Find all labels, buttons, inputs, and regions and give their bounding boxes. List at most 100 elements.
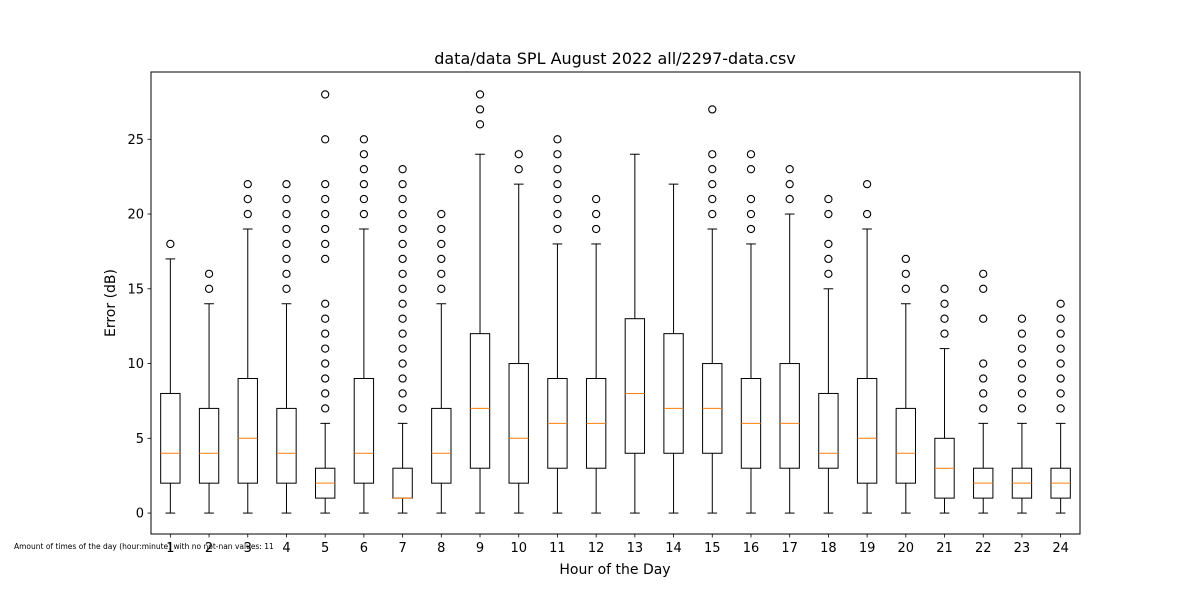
axes-frame — [150, 71, 1081, 535]
y-tick-label: 10 — [127, 357, 144, 372]
outlier-point — [282, 239, 291, 249]
x-tick-label: 20 — [898, 541, 915, 556]
outlier-point — [708, 209, 717, 219]
x-tick-label: 3 — [244, 541, 252, 556]
x-tick-label: 10 — [510, 541, 527, 556]
outlier-point — [1056, 404, 1065, 413]
iqr-box — [508, 363, 529, 484]
box-group-hour-3: 3 — [237, 179, 258, 556]
outlier-point — [243, 194, 252, 204]
outlier-point — [282, 224, 291, 234]
outlier-point — [321, 314, 330, 323]
outlier-point — [204, 269, 214, 278]
x-tick-label: 1 — [166, 541, 174, 556]
outlier-point — [359, 150, 369, 159]
y-tick-label: 15 — [127, 282, 144, 297]
outlier-point — [282, 194, 291, 204]
outlier-point — [901, 254, 910, 264]
outlier-point — [398, 269, 407, 278]
chart-title: data/data SPL August 2022 all/2297-data.… — [434, 49, 796, 68]
outlier-point — [824, 269, 833, 278]
outlier-point — [940, 314, 949, 323]
outlier-point — [321, 389, 330, 398]
outlier-point — [398, 389, 407, 398]
outlier-point — [553, 224, 562, 234]
outlier-point — [553, 150, 562, 159]
box-group-hour-21: 21 — [934, 284, 955, 556]
outlier-point — [359, 165, 369, 174]
outlier-point — [553, 209, 562, 219]
box-group-hour-4: 4 — [276, 179, 297, 556]
outlier-point — [321, 239, 330, 249]
outlier-point — [321, 299, 330, 308]
outlier-point — [785, 194, 794, 204]
outlier-point — [398, 179, 407, 189]
x-tick-label: 19 — [859, 541, 876, 556]
outlier-point — [1017, 329, 1027, 338]
outlier-point — [514, 165, 523, 174]
outlier-point — [282, 284, 291, 293]
iqr-box — [624, 318, 646, 454]
y-tick-label: 25 — [127, 133, 144, 148]
outlier-point — [359, 179, 369, 189]
outlier-point — [359, 194, 369, 204]
x-tick-label: 13 — [627, 541, 644, 556]
outlier-point — [591, 209, 601, 219]
outlier-point — [1017, 344, 1027, 353]
iqr-box — [353, 378, 375, 484]
outlier-point — [746, 150, 756, 159]
y-axis-label: Error (dB) — [103, 269, 119, 337]
outlier-point — [708, 194, 717, 204]
outlier-point — [1017, 404, 1027, 413]
outlier-point — [708, 179, 717, 189]
iqr-box — [895, 407, 916, 484]
outlier-point — [553, 165, 562, 174]
box-group-hour-7: 7 — [392, 165, 413, 556]
box-group-hour-12: 12 — [585, 194, 607, 556]
iqr-box — [160, 392, 181, 484]
outlier-point — [243, 209, 252, 219]
outlier-point — [979, 269, 988, 278]
outlier-point — [979, 404, 988, 413]
box-group-hour-23: 23 — [1011, 314, 1033, 556]
x-tick-label: 12 — [588, 541, 605, 556]
outlier-point — [398, 194, 407, 204]
outlier-point — [321, 359, 330, 368]
outlier-point — [940, 299, 949, 308]
x-axis-label: Hour of the Day — [559, 562, 670, 578]
y-tick-label: 5 — [136, 432, 144, 447]
iqr-box — [856, 378, 878, 484]
outlier-point — [708, 105, 717, 114]
outlier-point — [475, 90, 485, 99]
outlier-point — [321, 224, 330, 234]
outlier-point — [398, 239, 407, 249]
outlier-point — [475, 120, 485, 129]
outlier-point — [940, 284, 949, 293]
x-tick-label: 8 — [437, 541, 445, 556]
outlier-point — [979, 284, 988, 293]
outlier-point — [282, 269, 291, 278]
outlier-point — [1056, 374, 1065, 383]
outlier-point — [437, 209, 446, 219]
outlier-point — [398, 329, 407, 338]
outlier-point — [321, 194, 330, 204]
outlier-point — [437, 239, 446, 249]
outlier-point — [398, 314, 407, 323]
outlier-point — [746, 165, 756, 174]
outlier-point — [979, 314, 988, 323]
iqr-box — [469, 333, 491, 469]
outlier-point — [243, 179, 252, 189]
outlier-point — [862, 179, 872, 189]
outlier-point — [746, 209, 756, 219]
outlier-point — [398, 404, 407, 413]
outlier-point — [1017, 389, 1027, 398]
outlier-point — [398, 344, 407, 353]
outlier-point — [708, 165, 717, 174]
outlier-point — [862, 209, 872, 219]
iqr-box — [431, 407, 452, 484]
outlier-point — [514, 150, 523, 159]
box-group-hour-2: 2 — [198, 269, 220, 556]
box-group-hour-1: 1 — [160, 239, 181, 556]
x-tick-label: 24 — [1052, 541, 1069, 556]
